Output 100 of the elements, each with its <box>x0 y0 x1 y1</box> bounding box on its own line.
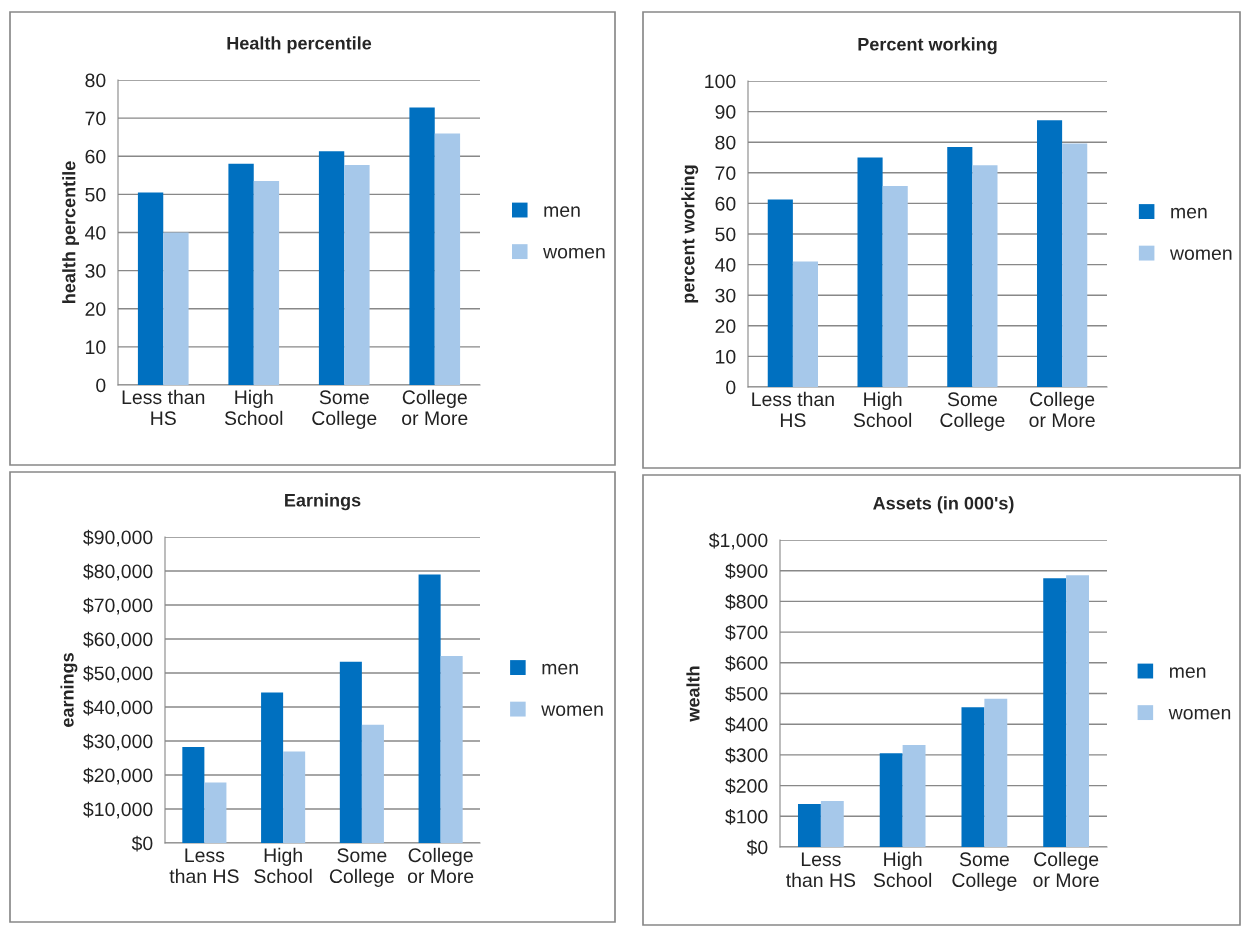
y-tick-label: 0 <box>96 378 106 393</box>
x-tick-label: Less than HS <box>752 391 834 428</box>
y-tick-label: $30,000 <box>83 733 153 751</box>
y-tick-label: 0 <box>726 380 736 395</box>
y-tick-label: $80,000 <box>83 563 153 581</box>
y-tick-label: 80 <box>715 135 736 150</box>
y-tick-label: $20,000 <box>83 767 153 785</box>
bar <box>228 163 254 385</box>
bar <box>283 751 306 843</box>
y-tick-label: $800 <box>725 594 768 610</box>
y-tick-label: $500 <box>725 686 768 702</box>
y-tick-label: 60 <box>85 149 106 164</box>
bar <box>361 724 384 843</box>
x-tick-label: Less than HS <box>122 389 205 426</box>
y-axis-title: wealth <box>686 666 700 722</box>
bar <box>792 261 818 387</box>
x-tick-label: College or More <box>407 847 474 884</box>
x-tick-label: High School <box>254 847 312 884</box>
x-tick-label: Less than HS <box>786 852 856 888</box>
x-tick-label: Some College <box>312 390 377 429</box>
x-tick-label: Some College <box>952 852 1017 891</box>
x-tick-label: Some College <box>329 848 394 887</box>
legend-label: men <box>542 663 578 675</box>
legend-label: women <box>1168 708 1231 720</box>
y-tick-label: 30 <box>85 264 106 278</box>
y-tick-label: $60,000 <box>83 631 153 649</box>
bar <box>902 745 926 847</box>
chart-title: Percent working <box>858 37 997 55</box>
y-tick-label: 100 <box>705 74 736 89</box>
y-tick-label: 30 <box>715 288 736 303</box>
bar <box>767 199 793 387</box>
legend-label: men <box>1169 667 1206 678</box>
chart-title: Earnings <box>285 493 361 511</box>
bar <box>984 698 1008 847</box>
y-tick-label: $10,000 <box>83 801 153 819</box>
y-tick-label: $300 <box>725 747 768 764</box>
legend-label: women <box>541 705 603 717</box>
y-tick-label: $70,000 <box>83 597 153 615</box>
y-tick-label: 70 <box>85 111 106 126</box>
y-tick-label: 40 <box>715 258 736 272</box>
legend-label: men <box>544 206 580 217</box>
bar <box>857 157 883 387</box>
y-tick-label: $50,000 <box>83 665 153 683</box>
bar <box>344 165 370 385</box>
bar <box>961 707 985 847</box>
y-tick-label: 40 <box>85 225 106 240</box>
bar <box>1036 120 1063 387</box>
bar <box>820 800 844 847</box>
y-tick-label: $600 <box>725 655 768 672</box>
bar <box>972 165 998 387</box>
y-tick-label: 50 <box>715 227 736 242</box>
bar <box>261 692 284 843</box>
bar <box>182 747 205 843</box>
y-tick-label: $40,000 <box>83 699 153 717</box>
y-axis-title: health percentile <box>62 161 80 303</box>
bar <box>1062 143 1088 387</box>
y-tick-label: 70 <box>715 166 736 181</box>
x-tick-label: College or More <box>1033 851 1099 888</box>
x-tick-label: College or More <box>1029 391 1095 428</box>
y-tick-label: $1,000 <box>708 532 768 550</box>
y-tick-label: 80 <box>85 73 106 88</box>
bar <box>418 574 441 843</box>
x-tick-label: High School <box>853 391 912 428</box>
y-tick-label: $0 <box>131 835 153 852</box>
legend-label: women <box>1169 249 1232 261</box>
bar <box>253 181 280 385</box>
y-tick-label: $400 <box>725 716 768 733</box>
x-tick-label: High School <box>873 851 932 888</box>
chart-title: Assets (in 000's) <box>873 496 1014 514</box>
bar <box>137 192 164 385</box>
y-tick-label: $900 <box>725 563 768 580</box>
bar <box>1066 575 1090 847</box>
y-axis-title: percent working <box>681 165 699 303</box>
x-tick-label: Some College <box>940 392 1005 431</box>
y-tick-label: 10 <box>716 349 736 364</box>
legend-label: women <box>543 247 605 259</box>
y-tick-label: 10 <box>86 340 106 355</box>
bar <box>163 232 189 385</box>
x-tick-label: College or More <box>402 389 468 426</box>
y-tick-label: $90,000 <box>83 529 153 547</box>
y-axis-title: earnings <box>60 653 78 727</box>
chart-title: Health percentile <box>227 36 372 54</box>
bar <box>879 753 903 847</box>
bar <box>797 804 821 847</box>
bar <box>440 656 463 843</box>
y-tick-label: $700 <box>725 624 768 641</box>
y-tick-label: $100 <box>725 808 768 825</box>
y-tick-label: 60 <box>715 196 736 211</box>
y-tick-label: $0 <box>746 839 768 856</box>
y-tick-label: 90 <box>715 105 736 119</box>
bar <box>882 185 908 387</box>
y-tick-label: $200 <box>725 778 768 794</box>
legend-label: men <box>1171 207 1207 219</box>
bar <box>1043 578 1067 847</box>
bar <box>204 782 227 843</box>
bar <box>434 133 461 385</box>
bar <box>339 661 362 843</box>
bar <box>318 151 345 385</box>
bar <box>409 107 435 385</box>
y-tick-label: 50 <box>85 187 106 202</box>
